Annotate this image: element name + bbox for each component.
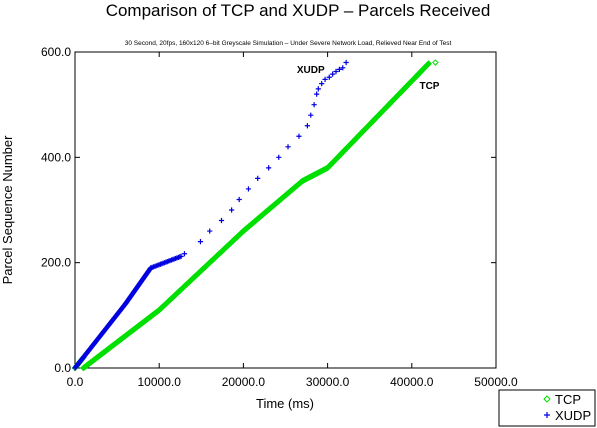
data-point (266, 165, 272, 171)
annotations: XUDP TCP (297, 65, 440, 92)
y-tick-label: 0.0 (54, 361, 71, 375)
x-axis-label: Time (ms) (256, 396, 314, 411)
data-point (326, 74, 332, 80)
data-point (181, 251, 188, 257)
data-point (340, 65, 346, 71)
data-point (543, 395, 551, 403)
chart-subtitle: 30 Second, 20fps, 160x120 6–bit Greyscal… (125, 40, 452, 47)
data-point (333, 68, 339, 75)
x-tick-label: 10000.0 (138, 375, 182, 389)
x-tick-label: 30000.0 (306, 375, 350, 389)
y-tick-label: 600.0 (41, 45, 71, 59)
data-point (276, 154, 282, 160)
x-tick-label: 20000.0 (222, 375, 266, 389)
x-tick-label: 50000.0 (474, 375, 518, 389)
data-point (197, 239, 204, 245)
data-point (296, 133, 302, 139)
series-xudp (72, 59, 349, 371)
annotation-tcp: TCP (419, 81, 439, 92)
data-point (315, 86, 321, 92)
data-point (255, 175, 261, 181)
x-tick-label: 0.0 (67, 375, 84, 389)
plot-frame (74, 51, 497, 369)
data-points (71, 59, 439, 372)
data-point (304, 123, 310, 129)
data-point (285, 144, 291, 150)
data-point (330, 71, 336, 77)
data-point (229, 207, 235, 213)
data-point (336, 66, 342, 72)
data-point (322, 76, 328, 82)
y-axis-label: Parcel Sequence Number (0, 135, 15, 285)
data-point (308, 112, 314, 118)
data-point (311, 102, 317, 108)
y-tick-label: 200.0 (41, 256, 71, 270)
data-point (425, 60, 432, 67)
data-point (314, 91, 320, 97)
data-point (245, 186, 252, 192)
data-point (218, 217, 225, 224)
data-point (236, 196, 242, 203)
data-point (319, 81, 325, 87)
legend-item-xudp: XUDP (544, 408, 591, 423)
data-point (544, 412, 550, 418)
legend-item-tcp: TCP (543, 392, 581, 407)
data-point (207, 228, 213, 234)
axis-ticks: 0.0 10000.0 20000.0 30000.0 40000.0 50000.0 0.… (41, 45, 518, 389)
data-point (178, 253, 184, 259)
data-point (343, 59, 349, 66)
y-tick-label: 400.0 (41, 150, 71, 164)
legend-label: XUDP (555, 408, 591, 423)
x-tick-label: 40000.0 (390, 375, 434, 389)
chart-title: Comparison of TCP and XUDP – Parcels Rec… (106, 1, 491, 20)
data-point (432, 59, 439, 66)
legend-label: TCP (555, 392, 581, 407)
series-tcp (71, 59, 439, 372)
annotation-xudp: XUDP (297, 65, 325, 76)
